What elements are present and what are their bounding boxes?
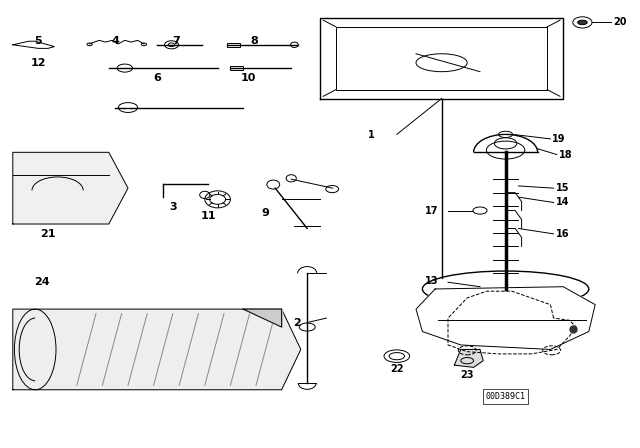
Text: 12: 12: [31, 58, 46, 68]
Text: 20: 20: [613, 17, 627, 27]
Text: 6: 6: [153, 73, 161, 82]
Text: 16: 16: [556, 229, 569, 239]
Text: 17: 17: [425, 206, 438, 215]
Text: 4: 4: [111, 36, 119, 46]
Text: 5: 5: [35, 36, 42, 46]
Text: 23: 23: [460, 370, 474, 379]
Text: 13: 13: [425, 276, 438, 286]
Text: 15: 15: [556, 183, 569, 193]
Bar: [230, 66, 243, 70]
Polygon shape: [13, 309, 301, 390]
Text: 2: 2: [293, 319, 301, 328]
Polygon shape: [454, 349, 483, 367]
Ellipse shape: [168, 43, 175, 47]
Text: 3: 3: [169, 202, 177, 212]
Text: 8: 8: [251, 36, 259, 46]
Text: 24: 24: [34, 277, 49, 287]
Text: 7: 7: [172, 36, 180, 46]
Polygon shape: [243, 309, 282, 327]
Ellipse shape: [578, 20, 588, 25]
Text: 14: 14: [556, 198, 569, 207]
Text: 22: 22: [390, 364, 404, 374]
Text: 21: 21: [40, 229, 56, 239]
Polygon shape: [13, 152, 128, 224]
Text: 1: 1: [367, 130, 374, 140]
Text: 18: 18: [559, 150, 572, 159]
Polygon shape: [416, 287, 595, 349]
Text: 19: 19: [552, 134, 566, 144]
Text: 11: 11: [200, 211, 216, 220]
Bar: [227, 43, 240, 47]
Text: 9: 9: [262, 208, 269, 218]
Text: 00D389C1: 00D389C1: [486, 392, 525, 401]
Text: 10: 10: [241, 73, 256, 82]
